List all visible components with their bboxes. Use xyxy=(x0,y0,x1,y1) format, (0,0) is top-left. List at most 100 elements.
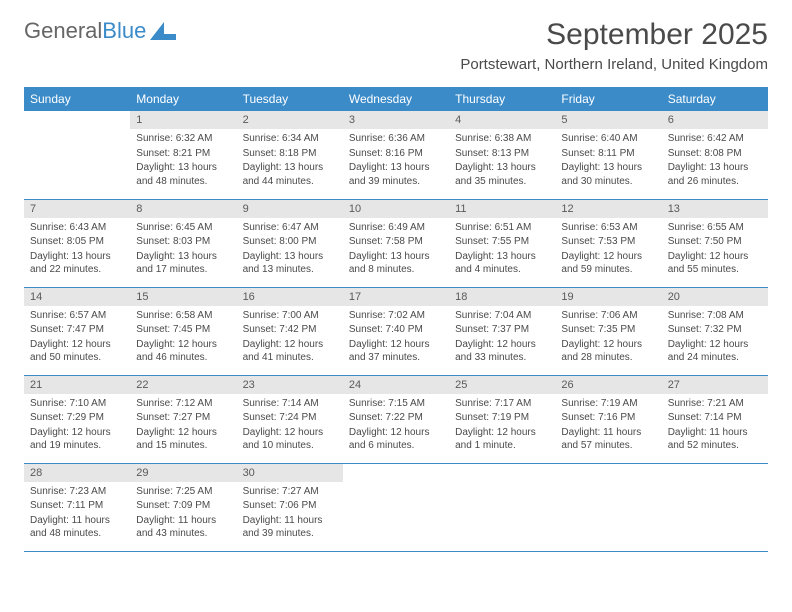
sunset-text: Sunset: 7:40 PM xyxy=(349,323,443,337)
day-number: 18 xyxy=(449,288,555,306)
day-body: Sunrise: 6:42 AMSunset: 8:08 PMDaylight:… xyxy=(662,129,768,195)
day-number: 22 xyxy=(130,376,236,394)
calendar-cell xyxy=(449,463,555,551)
calendar-cell: 14Sunrise: 6:57 AMSunset: 7:47 PMDayligh… xyxy=(24,287,130,375)
sunrise-text: Sunrise: 6:38 AM xyxy=(455,132,549,146)
daylight-text: Daylight: 12 hours and 59 minutes. xyxy=(561,250,655,277)
calendar-week-row: 28Sunrise: 7:23 AMSunset: 7:11 PMDayligh… xyxy=(24,463,768,551)
calendar-cell: 11Sunrise: 6:51 AMSunset: 7:55 PMDayligh… xyxy=(449,199,555,287)
calendar-cell xyxy=(24,111,130,199)
day-number: 15 xyxy=(130,288,236,306)
calendar-week-row: 7Sunrise: 6:43 AMSunset: 8:05 PMDaylight… xyxy=(24,199,768,287)
sunrise-text: Sunrise: 6:57 AM xyxy=(30,309,124,323)
header: GeneralBlue September 2025 Portstewart, … xyxy=(24,18,768,73)
calendar-cell: 29Sunrise: 7:25 AMSunset: 7:09 PMDayligh… xyxy=(130,463,236,551)
calendar-cell: 9Sunrise: 6:47 AMSunset: 8:00 PMDaylight… xyxy=(237,199,343,287)
calendar-cell: 7Sunrise: 6:43 AMSunset: 8:05 PMDaylight… xyxy=(24,199,130,287)
sunset-text: Sunset: 7:45 PM xyxy=(136,323,230,337)
sunrise-text: Sunrise: 6:34 AM xyxy=(243,132,337,146)
daylight-text: Daylight: 12 hours and 37 minutes. xyxy=(349,338,443,365)
day-body: Sunrise: 6:43 AMSunset: 8:05 PMDaylight:… xyxy=(24,218,130,284)
sunrise-text: Sunrise: 6:47 AM xyxy=(243,221,337,235)
sunrise-text: Sunrise: 7:14 AM xyxy=(243,397,337,411)
calendar-cell: 6Sunrise: 6:42 AMSunset: 8:08 PMDaylight… xyxy=(662,111,768,199)
calendar-cell: 19Sunrise: 7:06 AMSunset: 7:35 PMDayligh… xyxy=(555,287,661,375)
sunset-text: Sunset: 8:16 PM xyxy=(349,147,443,161)
sunset-text: Sunset: 8:00 PM xyxy=(243,235,337,249)
day-body: Sunrise: 7:19 AMSunset: 7:16 PMDaylight:… xyxy=(555,394,661,460)
daylight-text: Daylight: 13 hours and 44 minutes. xyxy=(243,161,337,188)
daylight-text: Daylight: 13 hours and 35 minutes. xyxy=(455,161,549,188)
sunrise-text: Sunrise: 7:15 AM xyxy=(349,397,443,411)
daylight-text: Daylight: 12 hours and 19 minutes. xyxy=(30,426,124,453)
weekday-header: Wednesday xyxy=(343,87,449,111)
calendar-cell: 22Sunrise: 7:12 AMSunset: 7:27 PMDayligh… xyxy=(130,375,236,463)
daylight-text: Daylight: 12 hours and 55 minutes. xyxy=(668,250,762,277)
calendar-cell: 10Sunrise: 6:49 AMSunset: 7:58 PMDayligh… xyxy=(343,199,449,287)
sunset-text: Sunset: 7:50 PM xyxy=(668,235,762,249)
sunrise-text: Sunrise: 7:06 AM xyxy=(561,309,655,323)
sunset-text: Sunset: 7:42 PM xyxy=(243,323,337,337)
calendar-cell: 28Sunrise: 7:23 AMSunset: 7:11 PMDayligh… xyxy=(24,463,130,551)
day-body: Sunrise: 7:23 AMSunset: 7:11 PMDaylight:… xyxy=(24,482,130,548)
sunrise-text: Sunrise: 6:51 AM xyxy=(455,221,549,235)
day-body: Sunrise: 6:47 AMSunset: 8:00 PMDaylight:… xyxy=(237,218,343,284)
day-body: Sunrise: 6:36 AMSunset: 8:16 PMDaylight:… xyxy=(343,129,449,195)
location-text: Portstewart, Northern Ireland, United Ki… xyxy=(460,56,768,73)
daylight-text: Daylight: 12 hours and 28 minutes. xyxy=(561,338,655,365)
sunrise-text: Sunrise: 6:36 AM xyxy=(349,132,443,146)
calendar-cell xyxy=(343,463,449,551)
day-body: Sunrise: 6:58 AMSunset: 7:45 PMDaylight:… xyxy=(130,306,236,372)
calendar-cell: 23Sunrise: 7:14 AMSunset: 7:24 PMDayligh… xyxy=(237,375,343,463)
day-body: Sunrise: 6:32 AMSunset: 8:21 PMDaylight:… xyxy=(130,129,236,195)
calendar-week-row: 21Sunrise: 7:10 AMSunset: 7:29 PMDayligh… xyxy=(24,375,768,463)
sunset-text: Sunset: 7:27 PM xyxy=(136,411,230,425)
sunset-text: Sunset: 8:08 PM xyxy=(668,147,762,161)
weekday-header: Tuesday xyxy=(237,87,343,111)
daylight-text: Daylight: 12 hours and 15 minutes. xyxy=(136,426,230,453)
sunset-text: Sunset: 7:22 PM xyxy=(349,411,443,425)
day-number: 12 xyxy=(555,200,661,218)
daylight-text: Daylight: 12 hours and 6 minutes. xyxy=(349,426,443,453)
calendar-cell: 24Sunrise: 7:15 AMSunset: 7:22 PMDayligh… xyxy=(343,375,449,463)
sunset-text: Sunset: 8:21 PM xyxy=(136,147,230,161)
sunrise-text: Sunrise: 7:04 AM xyxy=(455,309,549,323)
day-body: Sunrise: 6:45 AMSunset: 8:03 PMDaylight:… xyxy=(130,218,236,284)
weekday-header: Thursday xyxy=(449,87,555,111)
sunset-text: Sunset: 7:19 PM xyxy=(455,411,549,425)
sunrise-text: Sunrise: 6:40 AM xyxy=(561,132,655,146)
day-number: 5 xyxy=(555,111,661,129)
calendar-cell: 12Sunrise: 6:53 AMSunset: 7:53 PMDayligh… xyxy=(555,199,661,287)
day-body: Sunrise: 6:40 AMSunset: 8:11 PMDaylight:… xyxy=(555,129,661,195)
day-number: 1 xyxy=(130,111,236,129)
daylight-text: Daylight: 13 hours and 39 minutes. xyxy=(349,161,443,188)
calendar-cell: 17Sunrise: 7:02 AMSunset: 7:40 PMDayligh… xyxy=(343,287,449,375)
day-number: 30 xyxy=(237,464,343,482)
sunset-text: Sunset: 7:32 PM xyxy=(668,323,762,337)
calendar-cell: 1Sunrise: 6:32 AMSunset: 8:21 PMDaylight… xyxy=(130,111,236,199)
calendar-cell xyxy=(555,463,661,551)
sunset-text: Sunset: 7:11 PM xyxy=(30,499,124,513)
day-number: 2 xyxy=(237,111,343,129)
day-number: 21 xyxy=(24,376,130,394)
sunrise-text: Sunrise: 6:43 AM xyxy=(30,221,124,235)
daylight-text: Daylight: 12 hours and 50 minutes. xyxy=(30,338,124,365)
title-block: September 2025 Portstewart, Northern Ire… xyxy=(460,18,768,73)
daylight-text: Daylight: 13 hours and 48 minutes. xyxy=(136,161,230,188)
sunrise-text: Sunrise: 7:10 AM xyxy=(30,397,124,411)
calendar-cell: 5Sunrise: 6:40 AMSunset: 8:11 PMDaylight… xyxy=(555,111,661,199)
weekday-header: Saturday xyxy=(662,87,768,111)
sunrise-text: Sunrise: 7:12 AM xyxy=(136,397,230,411)
calendar-cell: 20Sunrise: 7:08 AMSunset: 7:32 PMDayligh… xyxy=(662,287,768,375)
sunrise-text: Sunrise: 6:49 AM xyxy=(349,221,443,235)
day-number: 14 xyxy=(24,288,130,306)
daylight-text: Daylight: 12 hours and 41 minutes. xyxy=(243,338,337,365)
sunrise-text: Sunrise: 6:55 AM xyxy=(668,221,762,235)
day-number: 19 xyxy=(555,288,661,306)
day-body: Sunrise: 6:55 AMSunset: 7:50 PMDaylight:… xyxy=(662,218,768,284)
sunset-text: Sunset: 7:14 PM xyxy=(668,411,762,425)
sunset-text: Sunset: 7:16 PM xyxy=(561,411,655,425)
day-body: Sunrise: 7:12 AMSunset: 7:27 PMDaylight:… xyxy=(130,394,236,460)
day-number: 11 xyxy=(449,200,555,218)
day-body: Sunrise: 6:34 AMSunset: 8:18 PMDaylight:… xyxy=(237,129,343,195)
